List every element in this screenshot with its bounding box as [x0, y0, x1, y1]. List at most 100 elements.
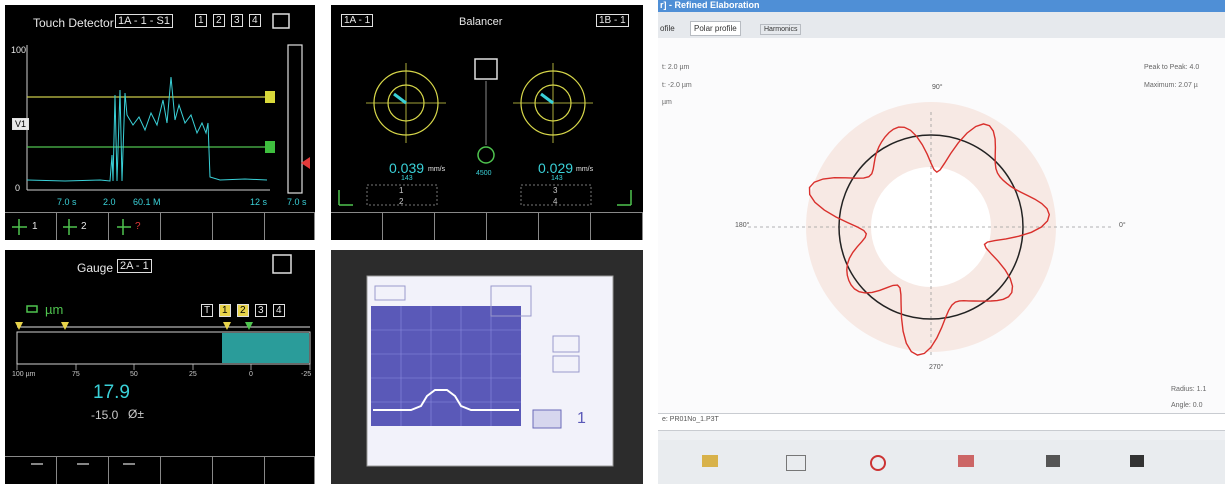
tab-polar-profile[interactable]: Polar profile — [690, 21, 741, 36]
balancer-softkey-3[interactable] — [435, 212, 487, 240]
left-vibration-value: 0.039 — [389, 160, 425, 176]
save-as-icon[interactable] — [1130, 455, 1144, 467]
bar-value: 7.0 s — [287, 197, 307, 207]
refresh-icon[interactable] — [870, 455, 886, 471]
scale-label-3: 50 — [130, 371, 138, 378]
channel-button-1[interactable]: 1 — [195, 14, 207, 27]
scale-label-1: 100 µm — [12, 371, 36, 378]
gauge-value: 17.9 — [93, 382, 130, 403]
device-screen-panel: 1 — [331, 250, 643, 484]
view-icon[interactable] — [786, 455, 806, 471]
filename-bar — [658, 413, 1225, 431]
right-vibration-value: 0.029 — [538, 160, 574, 176]
softkey-4[interactable] — [161, 212, 213, 240]
gauge-softkey-2[interactable] — [57, 456, 109, 484]
gauge-channel[interactable]: 2A - 1 — [117, 259, 152, 273]
right-angle: 143 — [551, 175, 563, 182]
softkey-1-label: 1 — [32, 221, 38, 232]
balancer-panel: 1A - 1 Balancer 1B - 1 — [331, 5, 643, 240]
balancer-softkey-6[interactable] — [591, 212, 643, 240]
softkey-5[interactable] — [213, 212, 265, 240]
angle-label: Angle: 0.0 — [1171, 402, 1203, 409]
gauge-softkey-4[interactable] — [161, 456, 213, 484]
angle-270-label: 270° — [929, 364, 944, 371]
left-angle: 143 — [401, 175, 413, 182]
channel-button-3[interactable]: 3 — [231, 14, 243, 27]
softkey-3[interactable] — [109, 212, 161, 240]
gauge-bar-fill — [222, 333, 309, 363]
device-screen — [366, 275, 614, 467]
gauge-title: Gauge — [77, 261, 114, 275]
polar-profile-window: r] - Refined Elaboration ofile Polar pro… — [658, 0, 1225, 484]
fullscreen-icon — [272, 254, 292, 274]
info-right-1: Peak to Peak: 4.0 — [1144, 64, 1200, 71]
gauge-softkey-5[interactable] — [213, 456, 265, 484]
angle-90-label: 90° — [932, 84, 943, 91]
gauge-button-1[interactable]: 1 — [219, 304, 231, 317]
channel-button-2[interactable]: 2 — [213, 14, 225, 27]
scale-label-2: 75 — [72, 371, 80, 378]
balancer-softkey-1[interactable] — [331, 212, 383, 240]
status-value-mid2: 60.1 M — [133, 197, 161, 207]
radius-label: Radius: 1.1 — [1171, 386, 1207, 393]
softkey-1[interactable] — [5, 212, 57, 240]
gauge-secondary-value: -15.0 — [91, 408, 119, 422]
balancer-softkey-2[interactable] — [383, 212, 435, 240]
angle-180-label: 180° — [735, 222, 750, 229]
softkey-2[interactable] — [57, 212, 109, 240]
right-index-1: 3 — [553, 186, 558, 195]
gauge-softkey-3[interactable] — [109, 456, 161, 484]
channel-button-4[interactable]: 4 — [249, 14, 261, 27]
spindle-icon — [477, 146, 495, 164]
info-left-1: t: 2.0 µm — [662, 64, 690, 71]
touch-detector-title: Touch Detector — [33, 16, 114, 30]
softkey-3-label: ? — [135, 221, 141, 232]
rpm-value: 4500 — [476, 170, 492, 177]
status-time-right: 12 s — [250, 197, 268, 207]
right-dial-needle — [540, 92, 554, 105]
touch-detector-panel: Touch Detector 1A - 1 - S1 1 2 3 4 100 0… — [5, 5, 315, 240]
y-axis-top: 100 — [11, 45, 27, 55]
softkey-2-label: 2 — [81, 221, 87, 232]
gauge-unit: µm — [45, 302, 64, 317]
window-title: r] - Refined Elaboration — [660, 0, 760, 10]
tab-profile[interactable]: ofile — [660, 24, 675, 33]
balancer-softkey-5[interactable] — [539, 212, 591, 240]
info-left-2: t: -2.0 µm — [662, 82, 692, 89]
scale-label-4: 25 — [189, 371, 197, 378]
profile-curve — [808, 123, 1051, 356]
gauge-softkey-6[interactable] — [265, 456, 315, 484]
right-vibration-unit: mm/s — [576, 166, 594, 173]
touch-detector-channel[interactable]: 1A - 1 - S1 — [115, 14, 173, 28]
gauge-secondary-symbol: Ø± — [128, 407, 144, 421]
open-folder-icon[interactable] — [702, 455, 718, 467]
softkey-6[interactable] — [265, 212, 315, 240]
angle-0-label: 0° — [1119, 222, 1126, 229]
reference-circle — [838, 134, 1024, 320]
y-axis-bottom: 0 — [15, 183, 21, 193]
polar-chart — [748, 102, 1113, 356]
probe-icon — [26, 305, 38, 313]
gauge-button-2[interactable]: 2 — [237, 304, 249, 317]
status-value-mid: 2.0 — [103, 197, 116, 207]
compare-icon[interactable] — [958, 455, 974, 467]
balancer-softkey-4[interactable] — [487, 212, 539, 240]
level-label: V1 — [12, 118, 30, 130]
save-icon[interactable] — [1046, 455, 1060, 467]
gauge-softkey-1[interactable] — [5, 456, 57, 484]
info-left-3: µm — [662, 99, 672, 106]
fullscreen-icon — [272, 13, 290, 29]
gauge-button-t[interactable]: T — [201, 304, 214, 317]
channel-button — [532, 409, 562, 429]
status-time-left: 7.0 s — [57, 197, 77, 207]
gauge-panel: Gauge 2A - 1 µm T 1 2 3 4 100 µm 75 50 2… — [5, 250, 315, 484]
balancer-left-channel[interactable]: 1A - 1 — [341, 14, 374, 27]
right-index-2: 4 — [553, 197, 558, 206]
tab-harmonics[interactable]: Harmonics — [760, 24, 802, 35]
gauge-button-3[interactable]: 3 — [255, 304, 267, 317]
balancer-right-channel[interactable]: 1B - 1 — [596, 14, 629, 27]
gauge-button-4[interactable]: 4 — [273, 304, 285, 317]
fullscreen-icon — [474, 58, 498, 80]
balancer-title: Balancer — [459, 16, 503, 28]
filename: e: PR01No_1.P3T — [662, 416, 719, 423]
